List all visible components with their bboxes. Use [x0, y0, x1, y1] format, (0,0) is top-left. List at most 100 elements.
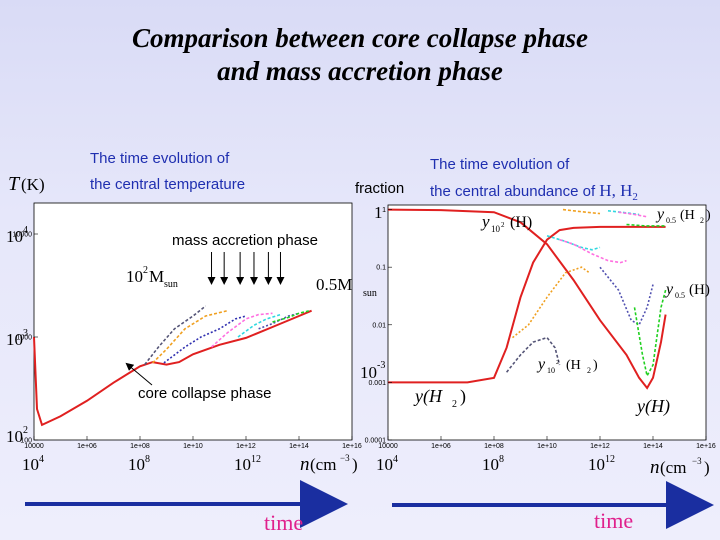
annot-yH-min: y 0.5 (H) [664, 281, 710, 300]
y-tick-label: 0.01 [372, 322, 386, 329]
y-tick-label: 1 [382, 207, 386, 214]
accretion-label: mass accretion phase [172, 232, 318, 249]
big-x-tick-exp: 12 [251, 454, 261, 465]
title-line-2: and mass accretion phase [217, 56, 503, 86]
right-chart: fraction 10000 1e+06 1e+08 1e+10 1e+12 1e+14 1… [355, 180, 716, 478]
big-x-tick: 10 [128, 455, 145, 474]
right-big-ytick-1: 1 [374, 203, 383, 222]
big-x-tick: 10 [376, 455, 393, 474]
right-caption-line-1: The time evolution of [430, 156, 570, 173]
y-tick-label: 10000 [13, 232, 33, 239]
x-tick-label: 1e+14 [289, 443, 309, 450]
big-x-tick-exp: 4 [39, 454, 44, 465]
species-label: H, H [599, 181, 633, 200]
annot-yH2-max-close: ) [593, 358, 598, 373]
right-xlabel-n: n [650, 457, 660, 478]
y-tick-label: 0.1 [376, 265, 386, 272]
series-line-0 [33, 309, 312, 427]
right-xlabel-unit: (cm [660, 458, 686, 477]
right-caption-line-2-text: the central abundance of [430, 183, 596, 200]
left-chart: T (K) 10000 1e+06 1e+08 1e+10 1e+12 1e+14 1e+1… [6, 173, 377, 475]
left-caption-line-1: The time evolution of [90, 150, 230, 167]
big-y-tick: 10 [6, 330, 23, 349]
slide-title: Comparison between core collapse phase a… [0, 22, 720, 88]
right-big-ytick-bottom: 10 [360, 363, 377, 382]
big-x-tick-exp: 8 [499, 454, 504, 465]
big-x-tick: 10 [234, 455, 251, 474]
y-tick-label: 1000 [16, 335, 32, 342]
annot-yH2-max-y: y [536, 356, 546, 373]
title-line-1: Comparison between core collapse phase [132, 23, 588, 53]
big-y-tick-exp: 4 [23, 225, 28, 236]
annot-yH-max-y: y [480, 212, 490, 231]
x-tick-label: 1e+16 [696, 443, 716, 450]
left-caption: The time evolution of the central temper… [90, 146, 245, 198]
x-tick-label: 1e+16 [342, 443, 362, 450]
series-line-4 [210, 312, 273, 348]
big-x-tick-exp: 4 [393, 454, 398, 465]
y-tick-label: 0.0001 [365, 438, 387, 445]
mass-low-base: 0.5M [316, 275, 352, 294]
annot-yH: y(H) [635, 396, 670, 417]
series-line-1 [388, 225, 666, 384]
x-tick-label: 10000 [378, 443, 398, 450]
right-xlabel: n (cm −3 ) [650, 456, 710, 478]
right-series-group [387, 208, 667, 390]
series-line-5 [237, 313, 281, 338]
annot-yH-min-sub: 0.5 [675, 291, 685, 300]
big-x-tick-exp: 12 [605, 454, 615, 465]
annot-yH-min-y: y [664, 281, 674, 298]
time-label-left: time [264, 510, 303, 535]
series-line-5 [559, 238, 627, 264]
series-line-6 [599, 266, 654, 326]
x-tick-label: 1e+10 [183, 443, 203, 450]
collapse-label: core collapse phase [138, 385, 271, 402]
right-xlabel-close: ) [704, 458, 710, 477]
series-line-7 [633, 289, 667, 379]
left-xlabel-unit: (cm [310, 455, 336, 474]
big-y-tick: 10 [6, 427, 23, 446]
annot-yH2-min-sub: 0.5 [666, 216, 676, 225]
annot-yH2-min-close: ) [706, 208, 711, 223]
left-caption-line-2: the central temperature [90, 176, 246, 193]
species-sub: 2 [632, 191, 638, 203]
big-x-tick: 10 [22, 455, 39, 474]
series-line-8 [562, 208, 601, 215]
y-tick-label: 100 [20, 438, 32, 445]
annot-yH-max-sub: 10 [491, 224, 501, 234]
annot-yH2-max-arg: (H [566, 358, 581, 373]
annot-yH2-max-sub: 10 [547, 366, 555, 375]
left-ylabel-unit: (K) [21, 175, 45, 194]
annot-yH-max: y 10 2 (H) [480, 212, 532, 234]
annot-yH-min-arg: (H) [689, 282, 710, 298]
annot-yH-max-sup: 2 [501, 221, 505, 229]
y-tick-label: 0.001 [368, 380, 386, 387]
annot-yH2-min-arg: (H [680, 208, 695, 223]
annot-yH2-max: y 10 2 (H 2 ) [536, 356, 598, 375]
x-tick-label: 1e+06 [77, 443, 97, 450]
big-y-tick-exp: 2 [23, 425, 28, 436]
series-line-2 [505, 336, 561, 373]
annot-yH2-max-sup: 2 [556, 360, 559, 366]
annot-yH2-max-arg-sub: 2 [587, 366, 591, 375]
x-tick-label: 1e+12 [590, 443, 610, 450]
big-x-tick: 10 [588, 455, 605, 474]
left-xlabel-close: ) [352, 455, 358, 474]
series-line-3 [512, 266, 590, 339]
right-caption: The time evolution of the central abunda… [430, 152, 638, 210]
x-tick-label: 1e+10 [537, 443, 557, 450]
x-tick-label: 10000 [24, 443, 44, 450]
right-ylabel: fraction [355, 180, 404, 197]
x-tick-label: 1e+08 [484, 443, 504, 450]
mass-low-sub: sun [363, 288, 377, 299]
x-tick-label: 1e+08 [130, 443, 150, 450]
mass-low-label: 0.5M sun [316, 275, 377, 299]
mass-high-label: 10 2 M sun [126, 265, 178, 290]
series-line-2 [152, 309, 228, 364]
big-y-tick-exp: 3 [23, 328, 28, 339]
annot-yH2-sub: 2 [452, 399, 457, 410]
accretion-arrows [207, 252, 285, 285]
series-line-1 [144, 305, 207, 366]
